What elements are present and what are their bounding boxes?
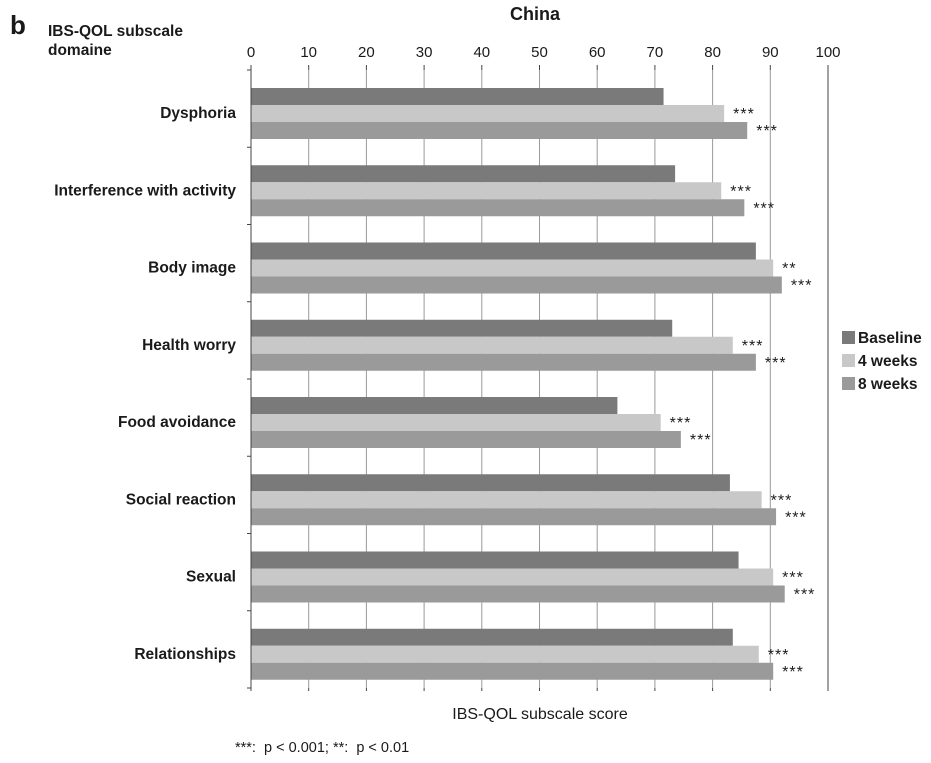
x-tick-label: 100 bbox=[815, 44, 840, 61]
legend: Baseline 4 weeks 8 weeks bbox=[842, 330, 922, 393]
significance-annotation: *** bbox=[782, 570, 804, 587]
bar-4-weeks bbox=[251, 259, 774, 277]
legend-label: Baseline bbox=[858, 330, 922, 347]
significance-annotation: *** bbox=[785, 509, 807, 526]
category-label: Interference with activity bbox=[54, 182, 236, 199]
significance-annotation: *** bbox=[782, 664, 804, 681]
bar-8-weeks bbox=[251, 431, 681, 448]
category-label: Social reaction bbox=[126, 491, 236, 508]
significance-annotation: *** bbox=[794, 587, 816, 604]
bar-4-weeks bbox=[251, 182, 722, 200]
bar-4-weeks bbox=[251, 105, 725, 122]
legend-label: 4 weeks bbox=[858, 353, 917, 370]
bar-8-weeks bbox=[251, 508, 777, 526]
bar-baseline bbox=[251, 165, 676, 183]
x-tick-label: 30 bbox=[416, 44, 433, 61]
bar-baseline bbox=[251, 319, 673, 337]
significance-annotation: *** bbox=[690, 432, 712, 449]
bar-8-weeks bbox=[251, 199, 745, 217]
significance-annotation: *** bbox=[771, 492, 793, 509]
x-tick-label: 0 bbox=[247, 44, 255, 61]
x-tick-label: 70 bbox=[647, 44, 664, 61]
significance-annotation: *** bbox=[756, 123, 778, 140]
legend-swatch bbox=[842, 377, 855, 390]
bar-4-weeks bbox=[251, 491, 762, 509]
bar-8-weeks bbox=[251, 122, 748, 139]
bar-4-weeks bbox=[251, 414, 661, 431]
bar-baseline bbox=[251, 551, 739, 569]
bar-8-weeks bbox=[251, 585, 785, 603]
bar-8-weeks bbox=[251, 276, 782, 294]
bar-8-weeks bbox=[251, 662, 774, 680]
x-tick-label: 50 bbox=[531, 44, 548, 61]
significance-annotation: *** bbox=[742, 338, 764, 355]
y-axis-title: IBS-QOL subscale domaine bbox=[48, 23, 183, 59]
significance-annotation: *** bbox=[730, 183, 752, 200]
panel-letter: b bbox=[10, 10, 26, 40]
significance-annotation: *** bbox=[733, 106, 755, 123]
x-tick-label: 10 bbox=[300, 44, 317, 61]
bar-baseline bbox=[251, 397, 618, 414]
bar-baseline bbox=[251, 628, 733, 646]
category-label: Sexual bbox=[186, 569, 236, 586]
significance-annotation: *** bbox=[791, 278, 813, 295]
bar-baseline bbox=[251, 474, 730, 492]
category-label: Relationships bbox=[134, 646, 236, 663]
significance-annotations: ****************************************… bbox=[670, 106, 816, 681]
legend-swatch bbox=[842, 331, 855, 344]
bar-4-weeks bbox=[251, 336, 733, 354]
bar-4-weeks bbox=[251, 568, 774, 586]
significance-annotation: ** bbox=[782, 261, 796, 278]
category-label: Food avoidance bbox=[118, 414, 236, 431]
x-tick-label: 90 bbox=[762, 44, 779, 61]
category-labels: Dysphoria Interference with activity Body … bbox=[54, 105, 236, 663]
category-label: Body image bbox=[148, 260, 236, 277]
bar-8-weeks bbox=[251, 353, 756, 371]
chart-title: China bbox=[510, 4, 561, 24]
x-tick-label: 40 bbox=[473, 44, 490, 61]
significance-annotation: *** bbox=[753, 200, 775, 217]
x-tick-label: 20 bbox=[358, 44, 375, 61]
legend-label: 8 weeks bbox=[858, 376, 917, 393]
x-tick-label: 80 bbox=[704, 44, 721, 61]
bar-baseline bbox=[251, 88, 664, 105]
x-tick-label: 60 bbox=[589, 44, 606, 61]
x-axis-title: IBS-QOL subscale score bbox=[452, 706, 628, 723]
category-label: Health worry bbox=[142, 337, 236, 354]
bar-4-weeks bbox=[251, 645, 759, 663]
significance-annotation: *** bbox=[670, 415, 692, 432]
legend-swatch bbox=[842, 354, 855, 367]
footnote: ***: p < 0.001; **: p < 0.01 bbox=[235, 740, 410, 756]
x-axis-ticks: 0 10 20 30 40 50 60 70 80 90 100 bbox=[247, 44, 841, 691]
category-label: Dysphoria bbox=[160, 105, 236, 122]
bar-baseline bbox=[251, 242, 756, 260]
bars bbox=[251, 88, 785, 680]
significance-annotation: *** bbox=[768, 647, 790, 664]
significance-annotation: *** bbox=[765, 355, 787, 372]
